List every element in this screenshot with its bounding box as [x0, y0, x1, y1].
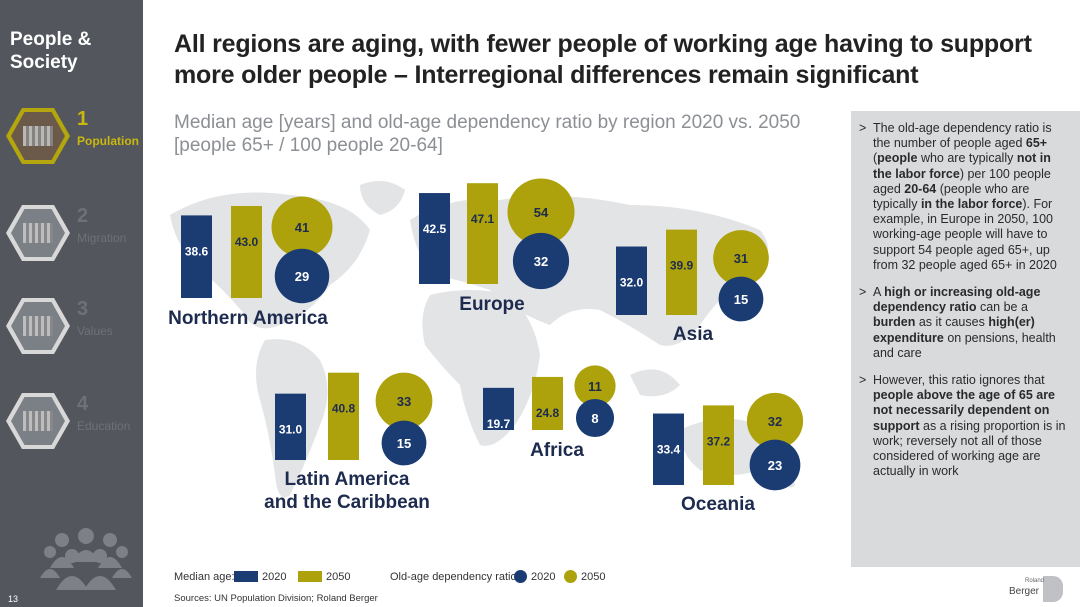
population-icon	[6, 108, 70, 164]
chart-subtitle: Median age [years] and old-age dependenc…	[174, 112, 801, 156]
education-icon	[6, 393, 70, 449]
sidebar-item-migration[interactable]: 2 Migration	[0, 205, 143, 275]
sidebar: People & Society 1 Population 2 Migratio…	[0, 0, 143, 607]
sources-note: Sources: UN Population Division; Roland …	[174, 593, 378, 604]
world-map	[170, 181, 795, 498]
sidebar-item-values[interactable]: 3 Values	[0, 298, 143, 368]
sidebar-item-number: 2	[77, 205, 89, 227]
legend-dependency-label: Old-age dependency ratio:	[390, 571, 520, 583]
migration-icon	[6, 205, 70, 261]
sidebar-item-number: 1	[77, 108, 89, 130]
sidebar-item-label: Education	[77, 419, 131, 433]
page-title: All regions are aging, with fewer people…	[174, 30, 1032, 89]
roland-berger-logo: Roland Berger	[1005, 576, 1069, 602]
page-number: 13	[8, 594, 19, 604]
legend-dot-2020	[514, 570, 527, 583]
legend-swatch-2020	[234, 571, 258, 582]
legend-median-year-a: 2020	[262, 571, 287, 583]
sidebar-item-label: Population	[77, 134, 139, 148]
note-caveat: However, this ratio ignores that people …	[859, 373, 1068, 479]
sidebar-item-education[interactable]: 4 Education	[0, 393, 143, 463]
legend-median-label: Median age:	[174, 571, 235, 583]
values-icon	[6, 298, 70, 354]
note-definition: The old-age dependency ratio is the numb…	[859, 121, 1068, 273]
sidebar-item-number: 3	[77, 298, 89, 320]
legend-dependency-year-a: 2020	[531, 571, 556, 583]
legend-swatch-2050	[298, 571, 322, 582]
note-burden: A high or increasing old-age dependency …	[859, 285, 1068, 361]
legend-dot-2050	[564, 570, 577, 583]
sidebar-item-population[interactable]: 1 Population	[0, 108, 143, 178]
notes-panel: The old-age dependency ratio is the numb…	[851, 111, 1080, 567]
people-group-icon	[40, 528, 132, 590]
sidebar-item-number: 4	[77, 393, 89, 415]
legend-dependency-year-b: 2050	[581, 571, 606, 583]
legend-median-year-b: 2050	[326, 571, 351, 583]
sidebar-item-label: Values	[77, 324, 113, 338]
section-title: People & Society	[10, 29, 92, 73]
sidebar-item-label: Migration	[77, 231, 127, 245]
